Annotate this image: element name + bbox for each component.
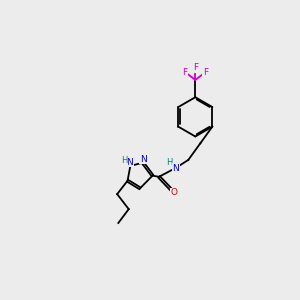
Text: H: H — [166, 158, 172, 167]
Text: O: O — [170, 188, 178, 197]
Text: N: N — [172, 164, 179, 172]
Text: F: F — [182, 68, 188, 77]
Text: N: N — [140, 154, 147, 164]
Text: N: N — [126, 158, 133, 167]
Text: H: H — [121, 156, 127, 165]
Text: F: F — [193, 63, 198, 72]
Text: F: F — [203, 68, 208, 77]
